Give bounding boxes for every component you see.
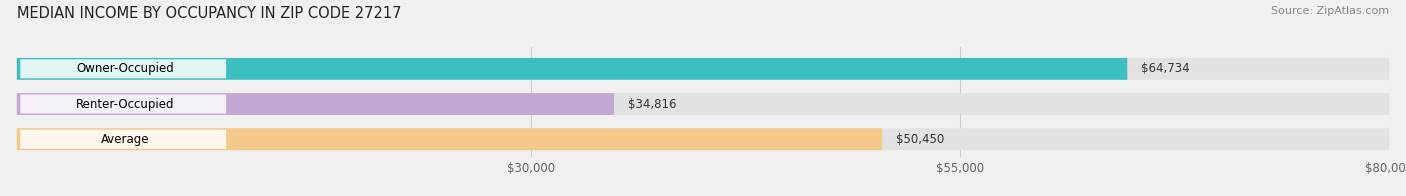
- FancyBboxPatch shape: [17, 128, 1389, 150]
- FancyBboxPatch shape: [20, 130, 226, 149]
- Text: Source: ZipAtlas.com: Source: ZipAtlas.com: [1271, 6, 1389, 16]
- FancyBboxPatch shape: [17, 58, 1128, 80]
- FancyBboxPatch shape: [20, 59, 226, 78]
- FancyBboxPatch shape: [17, 93, 614, 115]
- Text: Renter-Occupied: Renter-Occupied: [76, 98, 174, 111]
- Text: Average: Average: [101, 133, 149, 146]
- FancyBboxPatch shape: [17, 93, 1389, 115]
- Text: MEDIAN INCOME BY OCCUPANCY IN ZIP CODE 27217: MEDIAN INCOME BY OCCUPANCY IN ZIP CODE 2…: [17, 6, 401, 21]
- Text: Owner-Occupied: Owner-Occupied: [76, 62, 174, 75]
- Text: $50,450: $50,450: [896, 133, 945, 146]
- FancyBboxPatch shape: [20, 94, 226, 113]
- FancyBboxPatch shape: [17, 128, 882, 150]
- Text: $34,816: $34,816: [628, 98, 676, 111]
- Text: $64,734: $64,734: [1142, 62, 1189, 75]
- FancyBboxPatch shape: [17, 58, 1389, 80]
